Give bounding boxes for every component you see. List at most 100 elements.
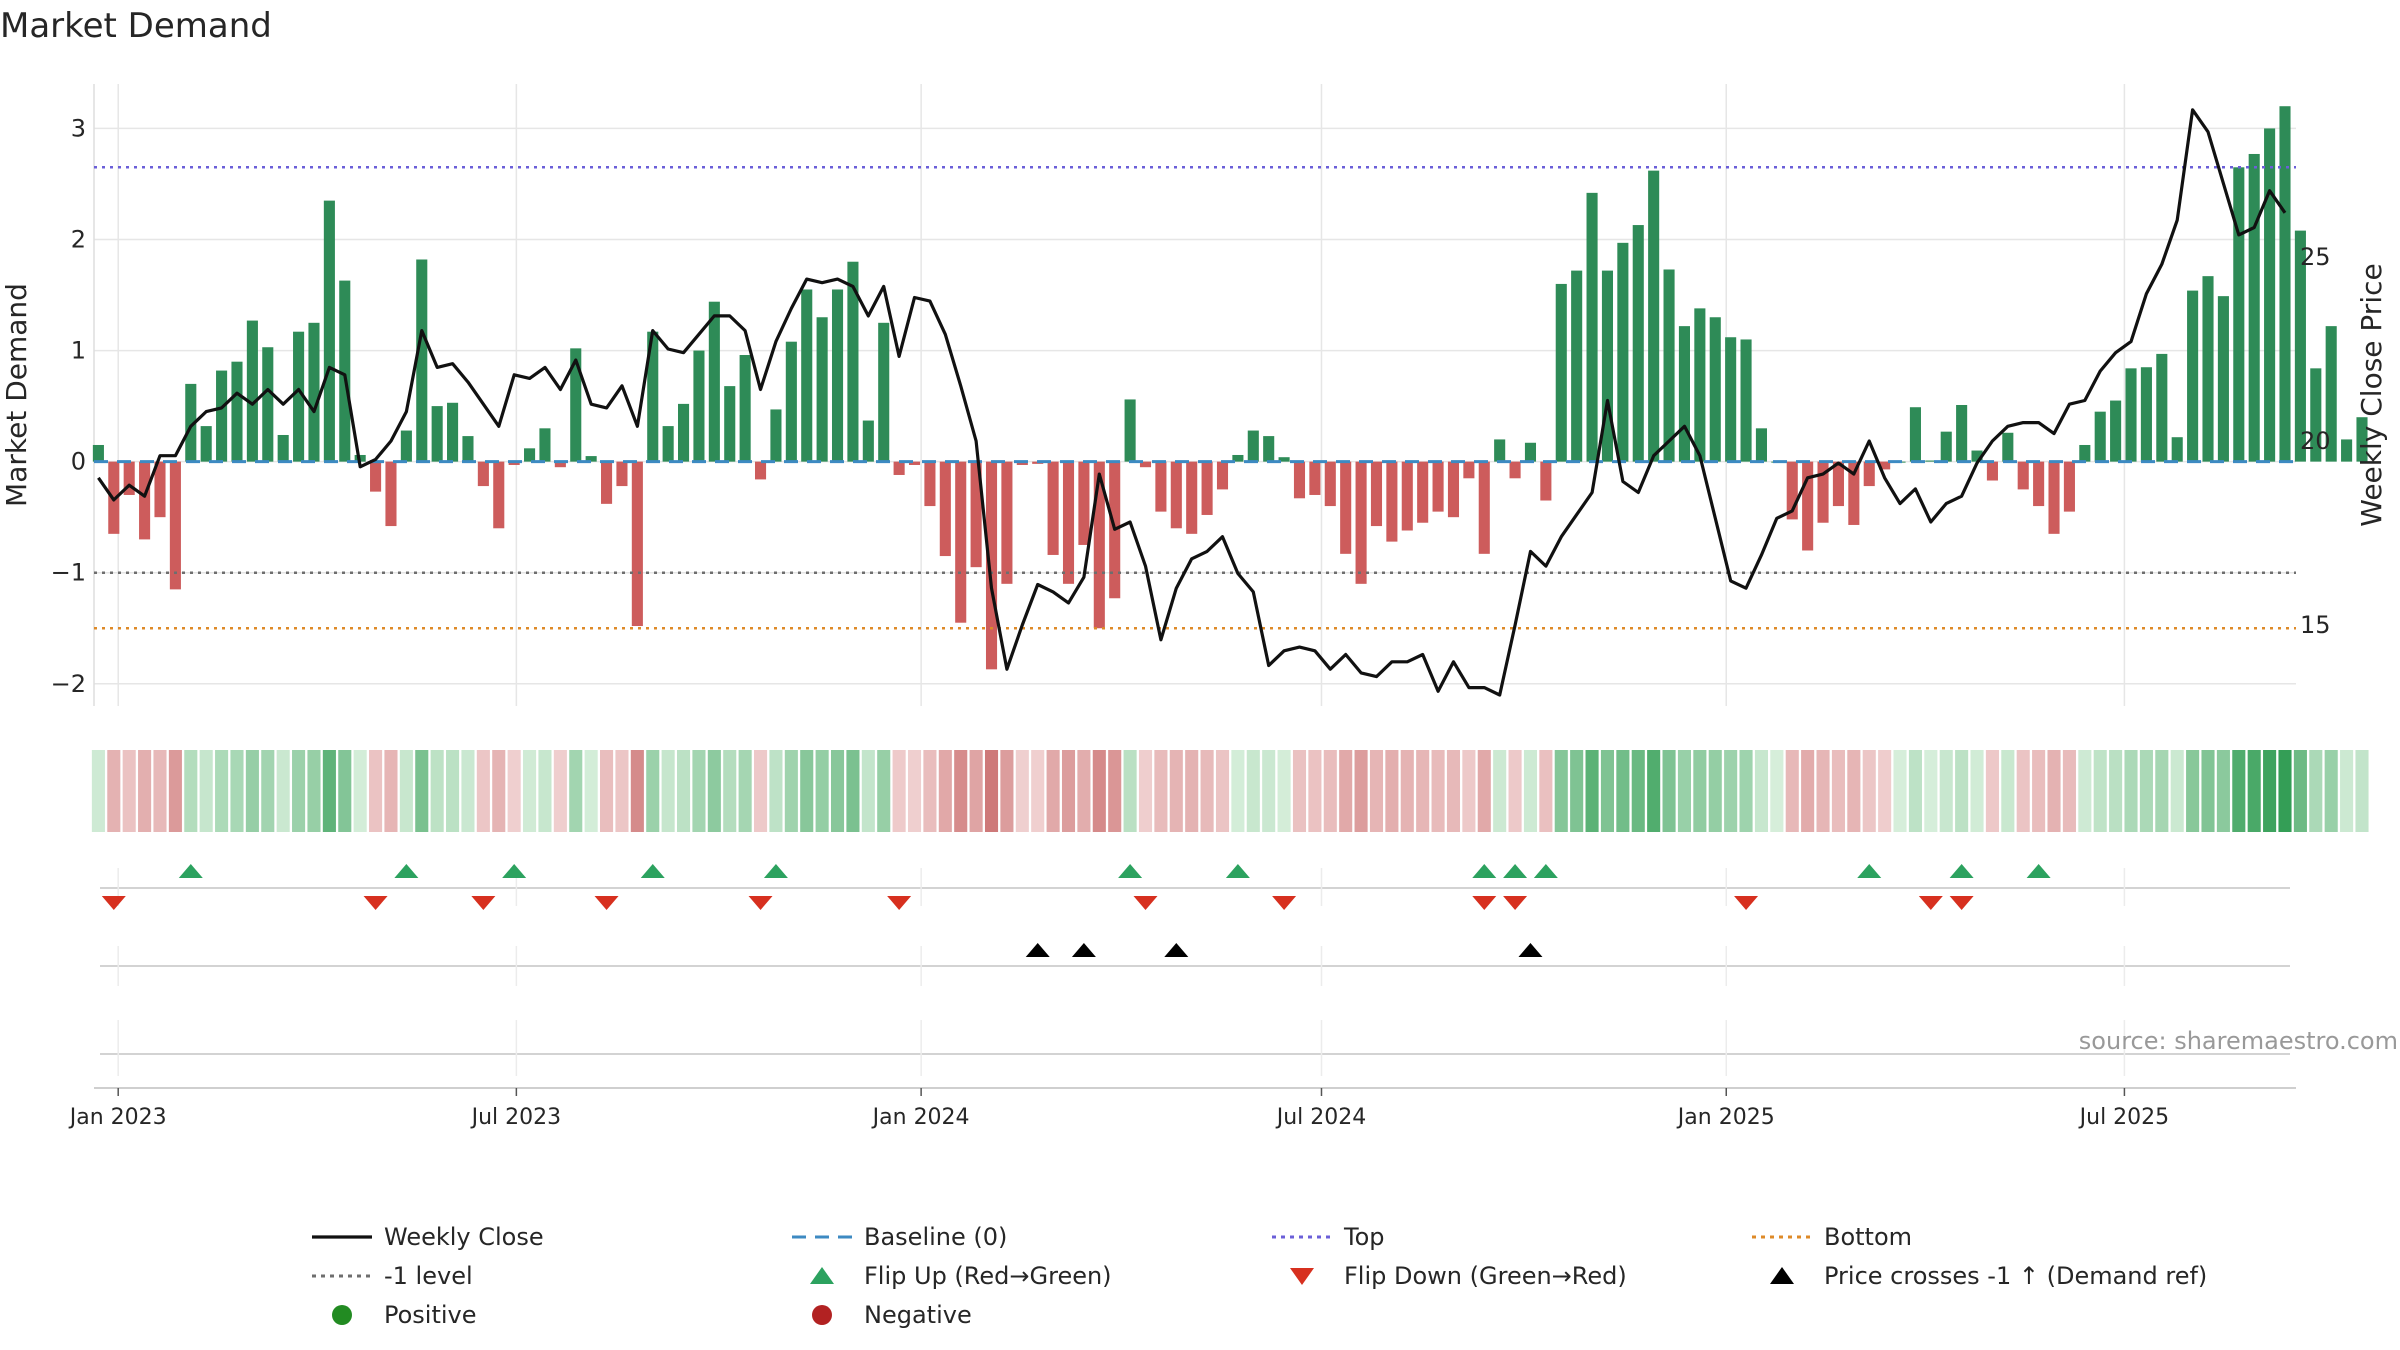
flip-up-marker — [502, 864, 527, 878]
heat-strip-cell — [2263, 750, 2277, 832]
demand-bar — [1524, 442, 1537, 462]
demand-bar — [2279, 106, 2291, 462]
flip-down-marker — [363, 896, 388, 910]
heat-strip-cell — [430, 750, 444, 832]
legend-label: Flip Up (Red→Green) — [864, 1262, 1112, 1290]
flip-up-marker — [1472, 864, 1497, 878]
source-note: source: sharemaestro.com — [2079, 1027, 2398, 1055]
demand-bar — [1432, 461, 1444, 512]
legend-item: Weekly Close — [312, 1223, 544, 1251]
heat-strip-cell — [2093, 750, 2107, 832]
heat-strip-cell — [1169, 750, 1183, 832]
heat-strip-cell — [1801, 750, 1815, 832]
demand-bar — [1447, 461, 1460, 518]
flip-down-marker — [748, 896, 773, 910]
heat-strip-cell — [923, 750, 937, 832]
heat-strip-cell — [600, 750, 614, 832]
flip-down-marker — [1472, 896, 1497, 910]
heat-strip-cell — [1493, 750, 1507, 832]
demand-bar — [1725, 337, 1737, 462]
heat-strip-cell — [723, 750, 737, 832]
heat-strip-cell — [661, 750, 675, 832]
demand-bar — [2140, 367, 2152, 462]
demand-bar — [1601, 270, 1614, 462]
demand-bar — [1540, 461, 1552, 501]
flip-down-marker — [1949, 896, 1974, 910]
demand-bar — [2079, 444, 2091, 462]
heat-strip-cell — [107, 750, 121, 832]
demand-bar — [2033, 461, 2045, 507]
heat-strip-cell — [2016, 750, 2030, 832]
chart-title: Market Demand — [0, 6, 272, 46]
heat-strip-cell — [492, 750, 506, 832]
demand-bar — [2325, 326, 2337, 462]
demand-bar — [2110, 400, 2122, 462]
flip-down-marker — [101, 896, 126, 910]
heat-strip-cell — [215, 750, 229, 832]
heat-strip-cell — [1061, 750, 1076, 832]
x-tick-label: Jan 2025 — [1676, 1105, 1775, 1130]
heat-strip-cell — [1862, 750, 1876, 832]
heat-strip-cell — [1246, 750, 1260, 832]
demand-bar — [1386, 461, 1398, 542]
heat-strip-cell — [569, 750, 583, 832]
demand-bar — [1078, 461, 1090, 545]
flip-up-marker — [1118, 864, 1143, 878]
demand-bar — [924, 461, 936, 507]
demand-bar — [862, 420, 874, 462]
demand-bar — [878, 322, 890, 462]
flip-up-marker — [178, 864, 203, 878]
heat-strip-cell — [846, 750, 860, 832]
y-tick-label: 1 — [71, 337, 86, 365]
legend-item: Baseline (0) — [792, 1223, 1007, 1251]
legend-item: Top — [1272, 1223, 1385, 1251]
demand-bar — [1155, 461, 1167, 512]
legend-item: Flip Down (Green→Red) — [1290, 1262, 1627, 1290]
heat-strip-cell — [2047, 750, 2061, 832]
demand-bar — [770, 409, 782, 462]
heat-strip-cell — [138, 750, 152, 832]
heat-strip-cell — [2247, 750, 2261, 832]
heat-strip-cell — [2186, 750, 2200, 832]
heat-strip-cell — [1847, 750, 1861, 832]
heat-strip-cell — [538, 750, 552, 832]
demand-bar — [308, 322, 320, 462]
x-tick-label: Jul 2024 — [1275, 1105, 1367, 1130]
flip-down-marker — [471, 896, 496, 910]
demand-bar — [570, 348, 582, 462]
legend-label: Price crosses -1 ↑ (Demand ref) — [1824, 1262, 2207, 1290]
demand-bar — [385, 461, 397, 527]
heat-strip-cell — [322, 750, 336, 832]
flip-up-marker — [1533, 864, 1558, 878]
demand-bar — [1632, 225, 1644, 462]
demand-bar — [693, 350, 705, 462]
flip-down-marker — [1918, 896, 1943, 910]
heat-strip-cell — [584, 750, 598, 832]
weekly-close-line — [97, 108, 2287, 697]
legend-item: Price crosses -1 ↑ (Demand ref) — [1770, 1262, 2207, 1290]
heat-strip-cell — [245, 750, 259, 832]
demand-bar — [216, 370, 228, 462]
demand-bar — [1802, 461, 1814, 551]
demand-bar — [2187, 290, 2199, 462]
demand-bar — [1694, 308, 1706, 462]
heat-strip-cell — [2324, 750, 2338, 832]
demand-bar — [2002, 432, 2014, 462]
heat-strip-cell — [1400, 750, 1414, 832]
demand-bar — [416, 259, 428, 462]
heat-strip-cell — [815, 750, 829, 832]
demand-bar — [2017, 461, 2029, 490]
demand-bar — [2264, 128, 2276, 462]
heat-strip-cell — [615, 750, 629, 832]
demand-bar — [1909, 407, 1921, 462]
demand-bar — [2202, 276, 2214, 462]
heat-strip-cell — [276, 750, 290, 832]
flip-up-marker — [640, 864, 665, 878]
heat-strip-cell — [861, 750, 875, 832]
heat-strip-cell — [1939, 750, 1953, 832]
heat-strip-cell — [677, 750, 691, 832]
demand-bar — [1678, 326, 1690, 462]
heat-strip-cell — [1446, 750, 1461, 832]
heat-strip-cell — [1323, 750, 1337, 832]
demand-bar — [647, 331, 659, 462]
